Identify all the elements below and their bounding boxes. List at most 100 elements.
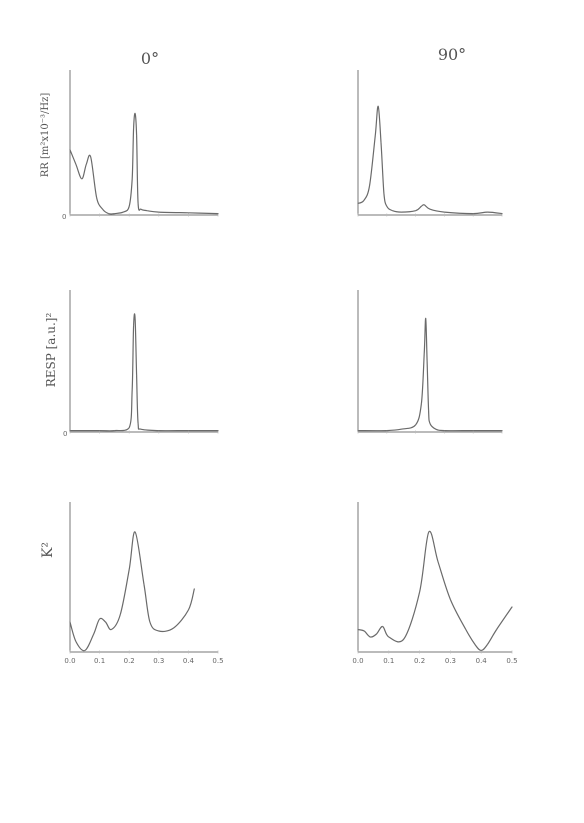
data-point	[368, 185, 371, 187]
data-point	[511, 606, 513, 608]
data-point	[437, 561, 439, 563]
x-tick-label: 0.2	[414, 657, 425, 665]
data-point	[187, 430, 189, 432]
data-point	[357, 202, 359, 204]
data-point	[388, 636, 390, 638]
data-point	[426, 360, 428, 362]
data-point	[149, 621, 151, 623]
data-point	[429, 422, 431, 425]
series-line-resp-0deg	[69, 313, 219, 432]
data-point	[369, 636, 371, 638]
x-tick-label: 0.5	[212, 657, 223, 665]
panel-k2-90deg: 0.0 0.1 0.2 0.3 0.4 0.5	[352, 502, 518, 665]
data-point	[81, 178, 83, 180]
column-header-90deg: 90°	[438, 45, 466, 64]
data-point	[377, 105, 379, 107]
data-point	[134, 531, 136, 533]
data-point	[136, 134, 138, 136]
series-line-k2-90deg	[357, 530, 513, 652]
data-point	[383, 192, 385, 194]
x-tick-label: 0.0	[352, 657, 363, 665]
data-point	[69, 149, 71, 151]
data-point	[69, 430, 71, 432]
x-tick-label: 0.3	[445, 657, 456, 665]
data-point	[375, 633, 378, 635]
row-label-k2: K²	[40, 542, 56, 558]
data-point	[99, 430, 101, 432]
x-tick-label: 0.3	[153, 657, 164, 665]
data-point	[423, 353, 425, 355]
x-tick-label: 0.4	[476, 657, 488, 665]
data-point	[173, 627, 175, 629]
data-point	[428, 531, 430, 533]
data-point	[487, 211, 489, 213]
data-point	[449, 598, 451, 601]
panel-k2-0deg: 0.0 0.1 0.2 0.3 0.4 0.5	[64, 502, 224, 665]
data-point	[187, 609, 189, 611]
data-point	[122, 211, 124, 213]
data-point	[158, 630, 160, 632]
data-point	[85, 163, 87, 165]
data-point	[110, 628, 112, 631]
data-point	[137, 202, 139, 204]
data-point	[113, 430, 115, 432]
data-point	[386, 430, 388, 432]
data-point	[131, 178, 133, 180]
data-point	[392, 210, 394, 212]
data-point	[93, 633, 95, 635]
data-point	[357, 628, 359, 631]
data-point	[143, 583, 145, 586]
data-point	[128, 568, 130, 571]
data-point	[429, 208, 431, 210]
data-point	[443, 211, 445, 213]
data-point	[140, 428, 142, 430]
data-point	[113, 213, 115, 215]
data-point	[501, 430, 503, 432]
data-point	[435, 428, 437, 430]
data-point	[69, 621, 71, 623]
data-point	[496, 628, 498, 631]
data-point	[400, 428, 402, 430]
data-point	[363, 630, 365, 632]
data-point	[134, 112, 136, 115]
series-line-k2-0deg	[69, 531, 195, 652]
data-point	[400, 211, 402, 213]
data-point	[363, 199, 365, 202]
data-point	[486, 643, 488, 646]
data-point	[187, 212, 189, 214]
data-point	[99, 618, 101, 620]
panel-resp-0deg	[69, 290, 219, 434]
panel-resp-90deg	[357, 290, 503, 434]
data-point	[380, 141, 382, 144]
data-point	[415, 210, 417, 212]
panel-rr-90deg	[357, 70, 503, 217]
data-point	[443, 430, 445, 432]
data-point	[501, 213, 503, 215]
y-zero-label-resp-0deg: 0	[63, 430, 67, 438]
row-label-rr: RR [m²x10⁻³/Hz]	[40, 93, 51, 178]
data-point	[428, 410, 430, 412]
data-point	[84, 649, 86, 652]
data-point	[420, 403, 422, 405]
data-point	[128, 205, 130, 207]
x-tick-label: 0.1	[94, 657, 105, 665]
data-point	[465, 628, 467, 631]
data-point	[133, 127, 135, 129]
x-tick-label: 0.5	[506, 657, 517, 665]
data-point	[104, 621, 107, 623]
column-header-0deg: 0°	[141, 49, 159, 68]
data-point	[137, 422, 139, 425]
data-point	[90, 156, 92, 158]
x-tick-label: 0.4	[183, 657, 195, 665]
row-label-resp: RESP [a.u.]²	[44, 313, 58, 388]
data-point	[102, 208, 104, 210]
panel-rr-0deg	[69, 70, 219, 217]
data-point	[131, 388, 133, 390]
data-point	[382, 625, 384, 628]
y-zero-label-rr-0deg: 0	[62, 213, 66, 221]
data-point	[420, 205, 422, 207]
data-point	[415, 424, 417, 426]
data-point	[140, 208, 142, 210]
data-point	[386, 205, 388, 207]
